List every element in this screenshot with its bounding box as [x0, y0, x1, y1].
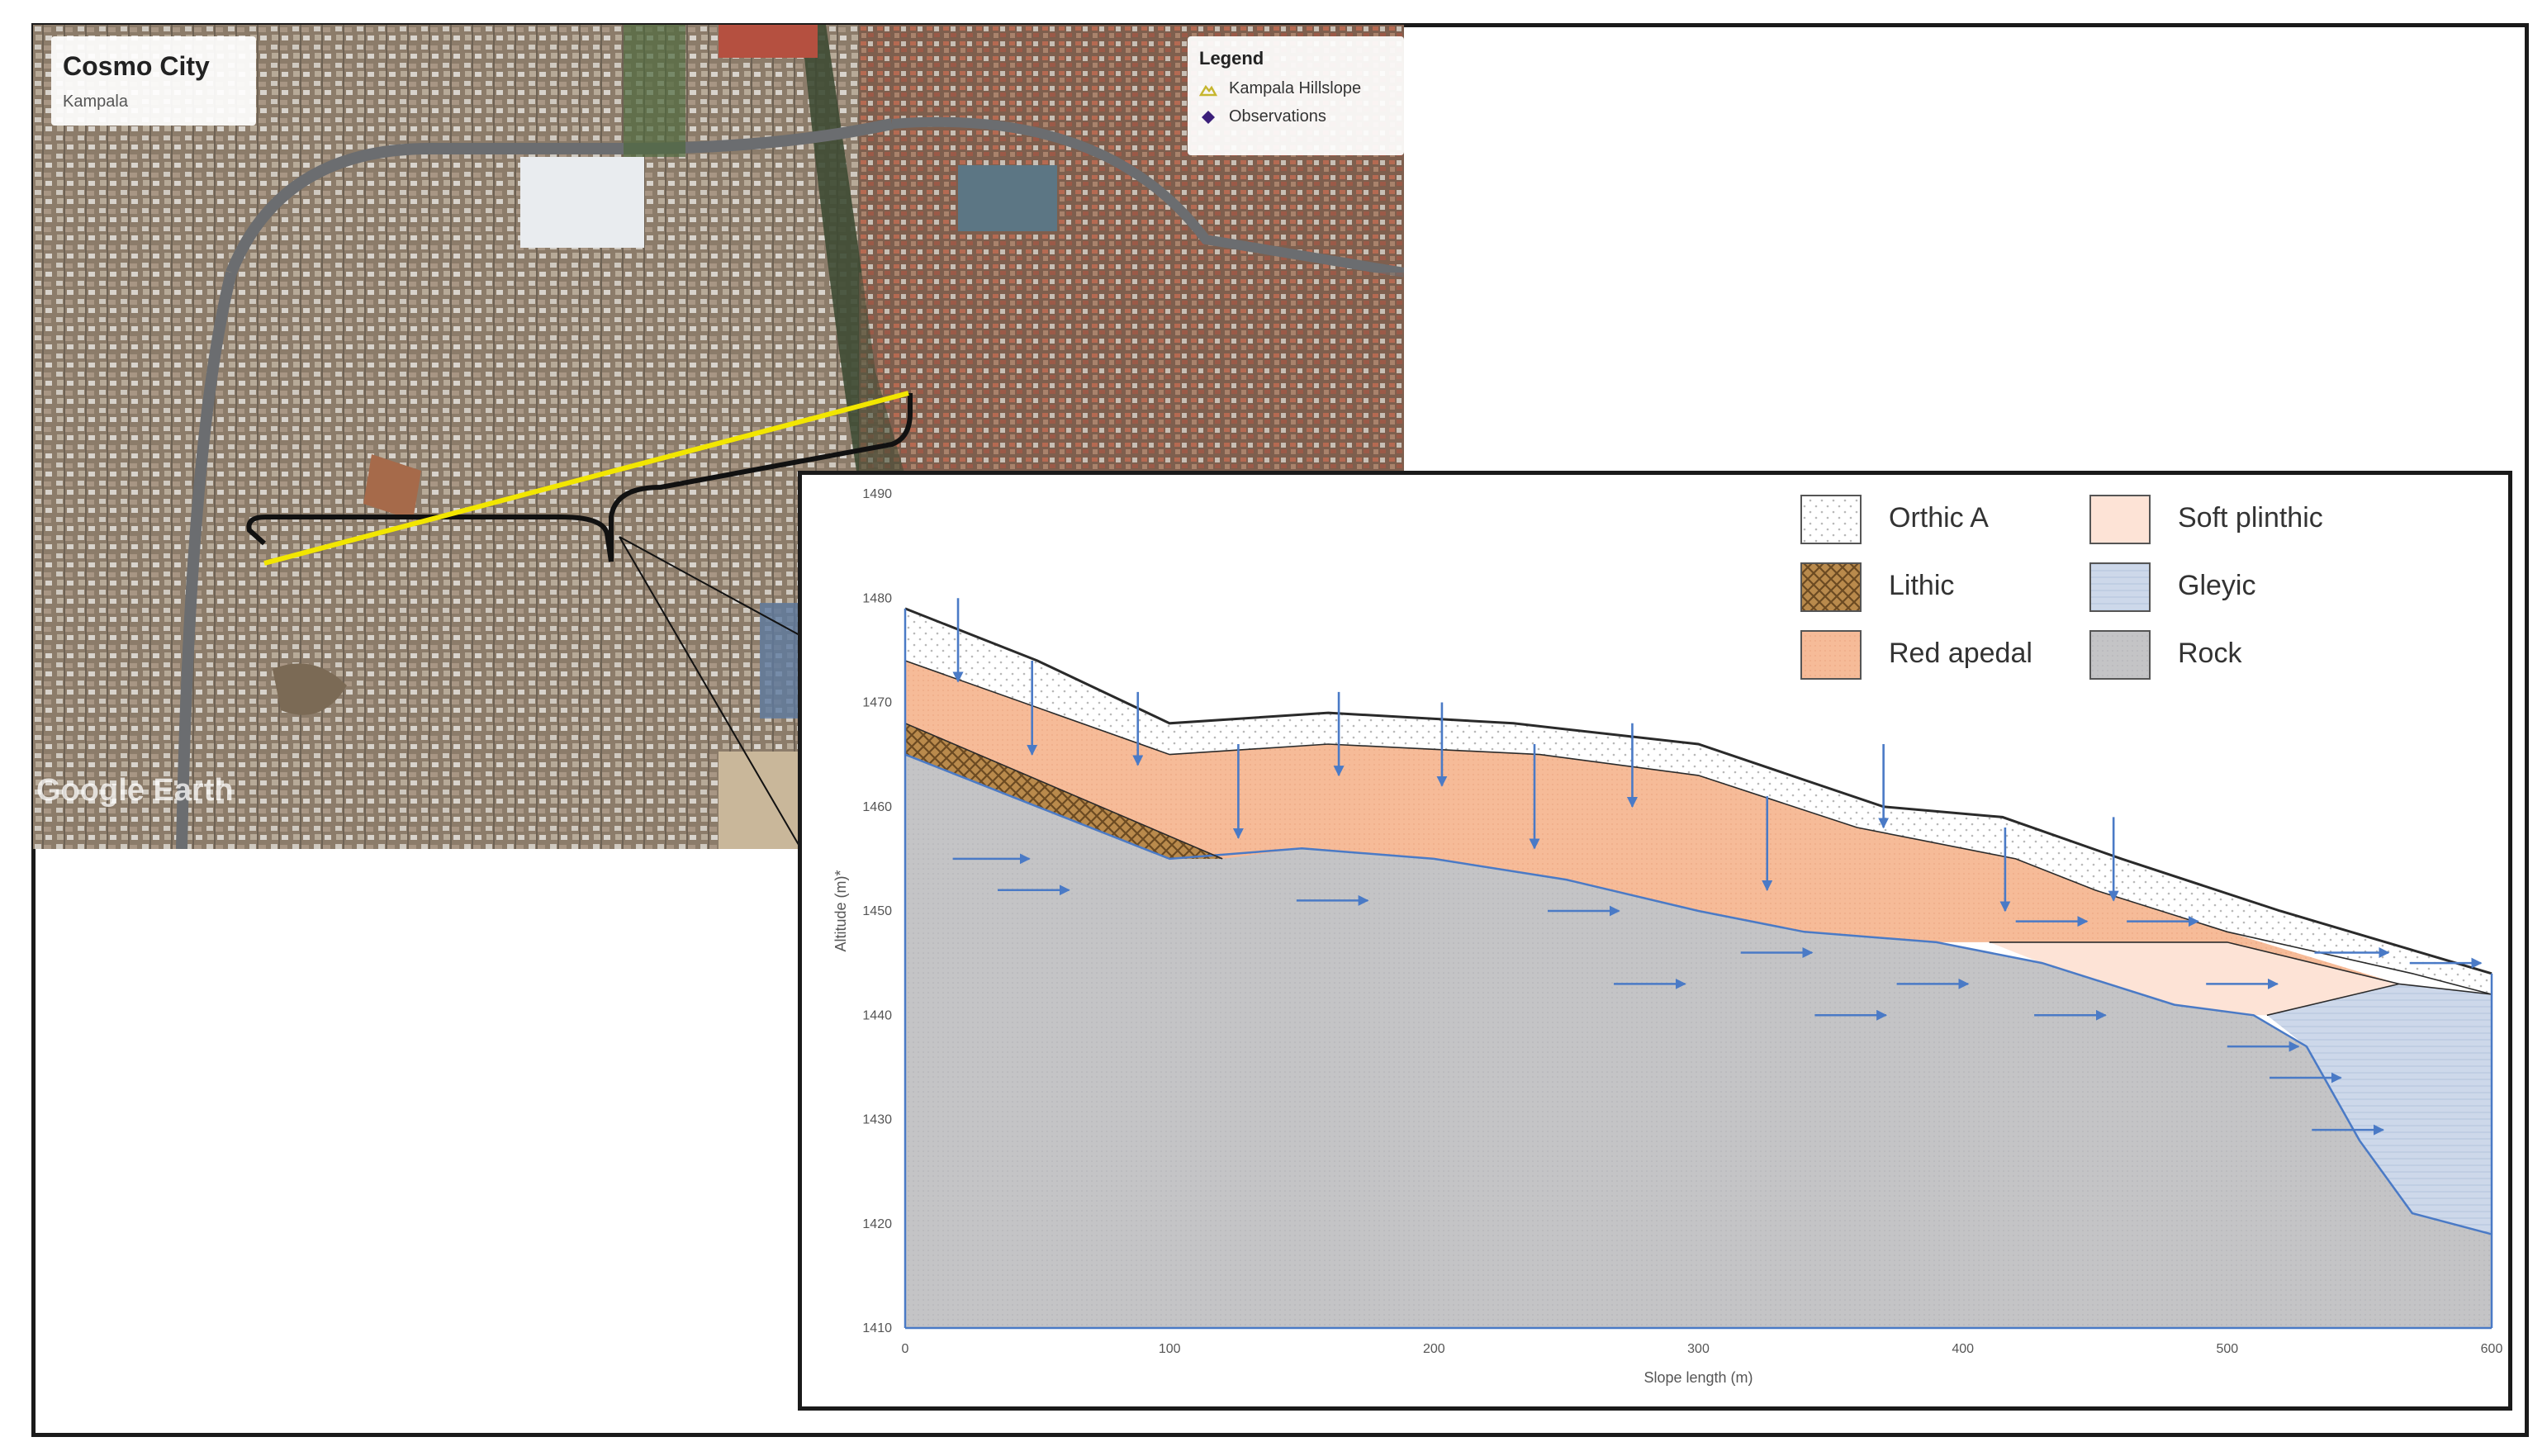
map-title-card: Cosmo City Kampala [51, 36, 256, 126]
leader-line-lower [619, 536, 802, 849]
x-tick-label: 400 [1952, 1342, 1974, 1356]
legend-swatch-red-apedal [1800, 630, 1862, 680]
ground-surface-line [904, 607, 2492, 975]
y-axis-label: Altitude (m)* [832, 870, 849, 951]
legend-label-lithic: Lithic [1889, 570, 1954, 601]
y-tick-label: 1450 [862, 904, 892, 918]
x-axis-label: Slope length (m) [1643, 1369, 1753, 1386]
layer-rock [905, 754, 2492, 1328]
y-tick-label: 1480 [862, 591, 892, 605]
gleyic-boundary-line [2266, 983, 2492, 1017]
x-tick-label: 100 [1159, 1342, 1181, 1356]
x-tick-label: 200 [1423, 1342, 1445, 1356]
y-tick-label: 1470 [862, 696, 892, 710]
x-tick-label: 0 [902, 1342, 909, 1356]
legend-label-hillslope: Kampala Hillslope [1229, 79, 1362, 97]
diamond-icon [1199, 108, 1217, 126]
x-tick-label: 600 [2481, 1342, 2503, 1356]
cross-section-chart: 0 100 200 300 400 500 600 1410 1420 1430 1440 1450 1… [832, 487, 2503, 1386]
layer-red-apedal [905, 661, 2399, 984]
legend-swatch-orthic-a [1800, 495, 1862, 544]
plinthic-boundary-line [1989, 941, 2400, 985]
layer-soft-plinthic [1989, 941, 2399, 1016]
legend-item-observations: Observations [1199, 107, 1326, 126]
legend-label-observations: Observations [1229, 107, 1326, 126]
leader-line-upper [619, 536, 802, 637]
map-legend: Legend Kampala Hillslope Observations [1188, 36, 1404, 155]
cross-section-panel: 0 100 200 300 400 500 600 1410 1420 1430 1440 1450 1… [798, 471, 2512, 1411]
legend-swatch-rock [2089, 630, 2151, 680]
y-tick-label: 1460 [862, 800, 892, 814]
y-tick-label: 1490 [862, 487, 892, 501]
legend-item-hillslope: Kampala Hillslope [1199, 79, 1361, 98]
map-subtitle: Kampala [63, 92, 128, 111]
legend-label-soft-plinthic: Soft plinthic [2178, 502, 2323, 534]
legend-label-rock: Rock [2178, 638, 2242, 669]
y-tick-label: 1420 [862, 1217, 892, 1231]
y-tick-label: 1430 [862, 1113, 892, 1127]
lithic-boundary-line [904, 723, 1223, 860]
map-title: Cosmo City [63, 51, 210, 81]
y-tick-label: 1410 [862, 1321, 892, 1335]
y-tick-label: 1440 [862, 1008, 892, 1022]
legend-swatch-lithic [1800, 562, 1862, 612]
layer-gleyic [2266, 984, 2492, 1235]
legend-label-red-apedal: Red apedal [1889, 638, 2032, 669]
legend-label-orthic-a: Orthic A [1889, 502, 1989, 534]
bracket-callout [246, 393, 913, 562]
google-earth-watermark: Google Earth [36, 773, 234, 808]
rock-boundary-line [904, 753, 2492, 1235]
legend-swatch-gleyic [2089, 562, 2151, 612]
legend-swatch-soft-plinthic [2089, 495, 2151, 544]
hillslope-transect[interactable] [263, 391, 909, 566]
hillslope-icon [1199, 80, 1217, 98]
x-tick-label: 500 [2216, 1342, 2238, 1356]
legend-label-gleyic: Gleyic [2178, 570, 2255, 601]
legend-title: Legend [1199, 48, 1264, 69]
orthic-boundary-line [904, 660, 2492, 995]
x-tick-label: 300 [1687, 1342, 1710, 1356]
